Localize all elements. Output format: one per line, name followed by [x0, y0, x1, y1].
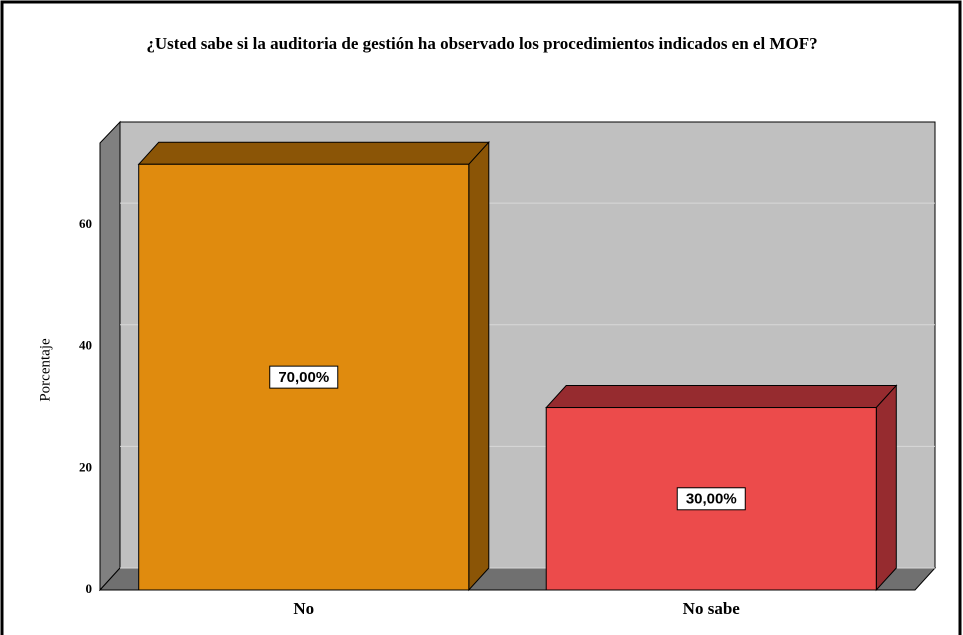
bar-side [468, 140, 490, 592]
x-tick-label: No sabe [683, 599, 741, 618]
value-label-box [269, 365, 339, 389]
value-label: 30,00% [686, 491, 737, 508]
side-wall [99, 120, 121, 592]
value-label-box [676, 487, 746, 511]
bar-top [545, 385, 898, 409]
y-tick-label: 20 [79, 459, 92, 474]
bar-side [875, 384, 897, 592]
bar-top [137, 141, 490, 165]
x-tick-label: No [293, 599, 314, 618]
y-tick-label: 40 [79, 338, 92, 353]
y-tick-label: 0 [86, 581, 93, 596]
y-tick-label: 60 [79, 216, 92, 231]
value-label: 70,00% [278, 369, 329, 386]
bars: 70,00% 30,00% [137, 140, 898, 592]
y-axis-label: Porcentaje [37, 338, 53, 402]
chart-title: ¿Usted sabe si la auditoria de gestión h… [146, 34, 817, 53]
